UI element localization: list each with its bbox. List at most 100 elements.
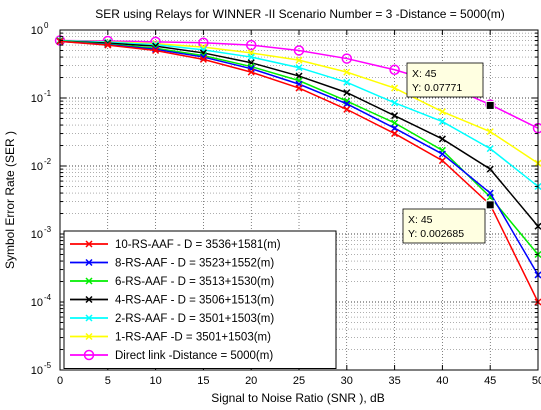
data-point-stroke <box>343 89 351 97</box>
data-point-stroke <box>486 165 494 173</box>
data-point <box>389 64 400 76</box>
data-point <box>247 53 255 61</box>
legend-entry: Direct link -Distance = 5000(m) <box>70 349 273 362</box>
data-point-stroke <box>104 41 112 49</box>
data-point <box>391 112 399 120</box>
datatip-x-text: X: 45 <box>408 214 433 226</box>
data-point-stroke <box>486 145 494 153</box>
y-tick-label: 10 <box>31 365 43 377</box>
y-tick-label: 10 <box>31 161 43 173</box>
y-axis-label: Symbol Error Rate (SER ) <box>3 131 17 269</box>
data-point <box>343 105 351 113</box>
data-point-stroke <box>247 68 255 76</box>
data-point-stroke <box>486 128 494 136</box>
x-tick-label: 5 <box>105 375 111 387</box>
legend-entry: 10-RS-AAF - D = 3536+1581(m) <box>70 239 281 251</box>
data-point <box>438 157 446 165</box>
legend-entry: 2-RS-AAF - D = 3501+1503(m) <box>70 313 274 325</box>
y-tick-label: 10 <box>31 229 43 241</box>
data-point <box>391 130 399 138</box>
legend-marker <box>85 277 93 285</box>
y-tick-exponent: -3 <box>44 225 52 234</box>
data-point-stroke <box>152 46 160 55</box>
legend-box <box>63 230 337 369</box>
data-point <box>486 128 494 136</box>
data-point <box>486 145 494 153</box>
legend: 10-RS-AAF - D = 3536+1581(m) 8-RS-AAF - D… <box>63 230 337 369</box>
data-point <box>391 99 399 107</box>
y-tick-exponent: -5 <box>44 361 52 370</box>
datatip: X: 45 Y: 0.002685 <box>402 200 495 244</box>
datatip-y-text: Y: 0.002685 <box>408 228 464 240</box>
x-tick-label: 45 <box>484 375 496 387</box>
y-tick-exponent: -1 <box>44 89 52 98</box>
y-tick-label: 10 <box>31 25 43 37</box>
data-point-stroke <box>438 108 446 116</box>
data-point-stroke <box>343 68 351 76</box>
data-point <box>438 150 446 158</box>
data-point-stroke <box>343 100 351 108</box>
legend-entry: 8-RS-AAF - D = 3523+1552(m) <box>70 258 274 270</box>
data-point-stroke <box>247 53 255 61</box>
legend-marker <box>85 240 93 248</box>
data-point <box>438 135 446 143</box>
datatips: X: 45 Y: 0.07771 X: 45 Y: 0.002685 <box>402 62 495 244</box>
data-point-stroke <box>152 45 160 53</box>
data-point-stroke <box>343 78 351 86</box>
legend-label: 8-RS-AAF - D = 3523+1552(m) <box>115 258 274 270</box>
data-point <box>486 165 494 173</box>
legend-marker <box>85 332 93 341</box>
data-point <box>486 189 494 197</box>
legend-entry: 6-RS-AAF - D = 3513+1530(m) <box>70 276 274 288</box>
legend-label: Direct link -Distance = 5000(m) <box>115 350 273 362</box>
datatip: X: 45 Y: 0.07771 <box>406 62 495 110</box>
data-point <box>295 84 303 92</box>
data-point <box>295 64 303 72</box>
x-tick-label: 15 <box>197 375 209 387</box>
data-point <box>343 68 351 76</box>
x-axis-label: Signal to Noise Ratio (SNR ), dB <box>211 391 384 405</box>
data-point-stroke <box>391 99 399 107</box>
data-point <box>391 124 399 132</box>
datatip-box <box>406 62 484 98</box>
data-point-stroke <box>295 84 303 92</box>
x-tick-label: 20 <box>245 375 257 387</box>
legend-marker-stroke <box>85 277 93 285</box>
data-point <box>438 118 446 126</box>
chart-title: SER using Relays for WINNER -II Scenario… <box>95 7 504 21</box>
data-point-stroke <box>438 118 446 126</box>
legend-label: 2-RS-AAF - D = 3501+1503(m) <box>115 313 274 325</box>
legend-entry: 4-RS-AAF - D = 3506+1513(m) <box>70 295 274 307</box>
data-point-stroke <box>295 56 303 64</box>
legend-marker-stroke <box>85 295 93 304</box>
data-point-stroke <box>391 112 399 120</box>
data-point-stroke <box>438 157 446 165</box>
legend-label: 1-RS-AAF -D = 3501+1503(m) <box>115 332 271 344</box>
data-point <box>438 108 446 116</box>
y-tick-exponent: -4 <box>44 293 52 302</box>
datatip-y-text: Y: 0.07771 <box>412 82 462 94</box>
legend-marker-stroke <box>85 258 93 267</box>
legend-label: 4-RS-AAF - D = 3506+1513(m) <box>115 295 274 307</box>
x-tick-label: 40 <box>436 375 448 387</box>
data-point <box>341 53 353 64</box>
data-point <box>293 45 305 56</box>
data-point-stroke <box>486 189 494 197</box>
data-point <box>104 41 112 49</box>
data-point <box>152 46 160 55</box>
y-tick-exponent: 0 <box>44 21 49 30</box>
data-point-stroke <box>391 130 399 138</box>
legend-entry: 1-RS-AAF -D = 3501+1503(m) <box>70 332 271 344</box>
legend-marker <box>85 258 93 267</box>
x-tick-label: 35 <box>388 375 400 387</box>
legend-label: 6-RS-AAF - D = 3513+1530(m) <box>115 276 274 288</box>
x-tick-label: 10 <box>149 375 161 387</box>
y-tick-exponent: -2 <box>44 157 52 166</box>
data-point-stroke <box>438 135 446 143</box>
y-tick-label: 10 <box>31 297 43 309</box>
data-point <box>343 100 351 108</box>
data-point <box>343 89 351 97</box>
datatip-marker <box>485 200 495 210</box>
legend-marker-stroke <box>85 332 93 341</box>
